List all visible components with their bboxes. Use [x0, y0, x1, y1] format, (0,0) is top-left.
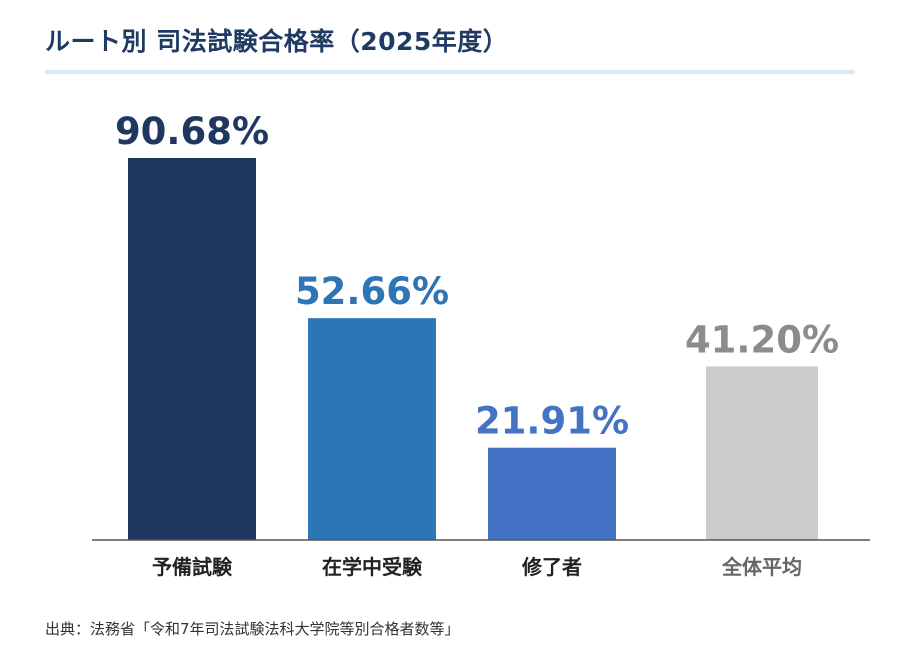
bar-2	[488, 447, 616, 540]
title-underline	[45, 70, 855, 74]
category-label-3: 全体平均	[721, 555, 802, 579]
category-label-1: 在学中受験	[322, 555, 423, 579]
bar-value-label-1: 52.66%	[295, 270, 449, 313]
bar-1	[308, 318, 436, 540]
bar-chart: 90.68% 予備試験 52.66% 在学中受験 21.91% 修了者 41.20% 全体平均	[92, 110, 870, 579]
bar-3	[706, 366, 818, 540]
bar-value-label-0: 90.68%	[115, 110, 269, 153]
source-note: 出典：法務省「令和7年司法試験法科大学院等別合格者数等」	[45, 620, 460, 638]
bar-value-label-2: 21.91%	[475, 400, 629, 443]
chart-title: ルート別 司法試験合格率（2025年度）	[45, 27, 509, 56]
category-label-0: 予備試験	[152, 555, 233, 579]
category-label-2: 修了者	[521, 555, 582, 579]
bar-value-label-3: 41.20%	[685, 318, 839, 361]
bar-0	[128, 158, 256, 540]
